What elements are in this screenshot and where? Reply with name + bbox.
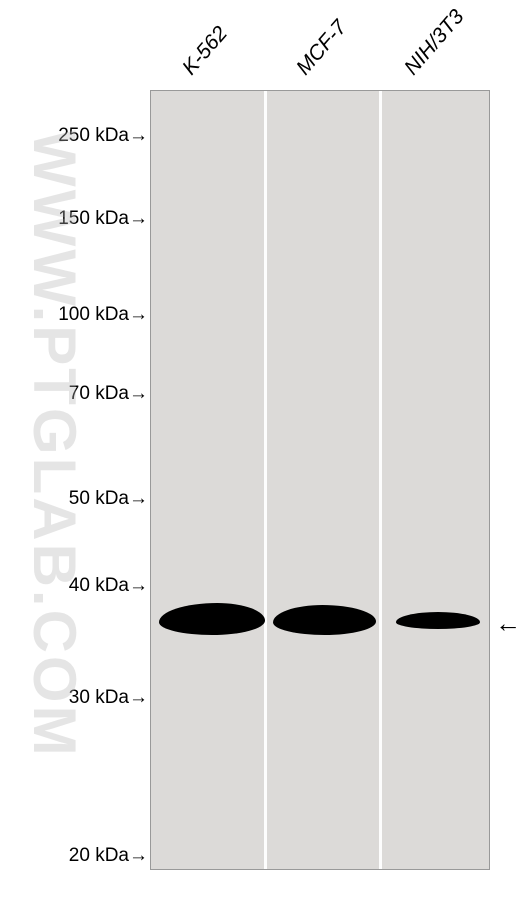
arrow-right-icon: → xyxy=(129,383,148,405)
arrow-right-icon: → xyxy=(129,125,148,147)
lane-label-2: MCF-7 xyxy=(292,16,352,80)
ladder-label: 30 kDa→ xyxy=(69,687,148,709)
ladder-mw: 250 kDa xyxy=(58,125,129,146)
ladder-label: 20 kDa→ xyxy=(69,845,148,867)
arrow-right-icon: → xyxy=(129,687,148,709)
lane-divider xyxy=(379,91,382,869)
ladder-label: 250 kDa→ xyxy=(58,125,148,147)
ladder-mw: 70 kDa xyxy=(69,383,129,404)
band-lane-2 xyxy=(273,605,376,635)
ladder-mw: 100 kDa xyxy=(58,304,129,325)
ladder-mw: 30 kDa xyxy=(69,687,129,708)
ladder-label: 40 kDa→ xyxy=(69,575,148,597)
ladder-label: 100 kDa→ xyxy=(58,304,148,326)
arrow-right-icon: → xyxy=(129,304,148,326)
arrow-right-icon: → xyxy=(129,488,148,510)
lane-divider xyxy=(264,91,267,869)
ladder-mw: 150 kDa xyxy=(58,208,129,229)
ladder-label: 150 kDa→ xyxy=(58,208,148,230)
ladder-mw: 50 kDa xyxy=(69,488,129,509)
lane-label-3: NIH/3T3 xyxy=(400,5,469,80)
blot-membrane xyxy=(150,90,490,870)
arrow-right-icon: → xyxy=(129,208,148,230)
ladder-label: 70 kDa→ xyxy=(69,383,148,405)
target-arrow-icon: ← xyxy=(495,608,521,639)
band-lane-1 xyxy=(159,603,265,635)
blot-container: K-562 MCF-7 NIH/3T3 250 kDa→ 150 kDa→ 10… xyxy=(0,0,530,903)
ladder-label: 50 kDa→ xyxy=(69,488,148,510)
lane-label-1: K-562 xyxy=(178,22,233,80)
ladder-mw: 20 kDa xyxy=(69,845,129,866)
arrow-right-icon: → xyxy=(129,575,148,597)
arrow-right-icon: → xyxy=(129,845,148,867)
ladder-mw: 40 kDa xyxy=(69,575,129,596)
band-lane-3 xyxy=(396,612,480,629)
